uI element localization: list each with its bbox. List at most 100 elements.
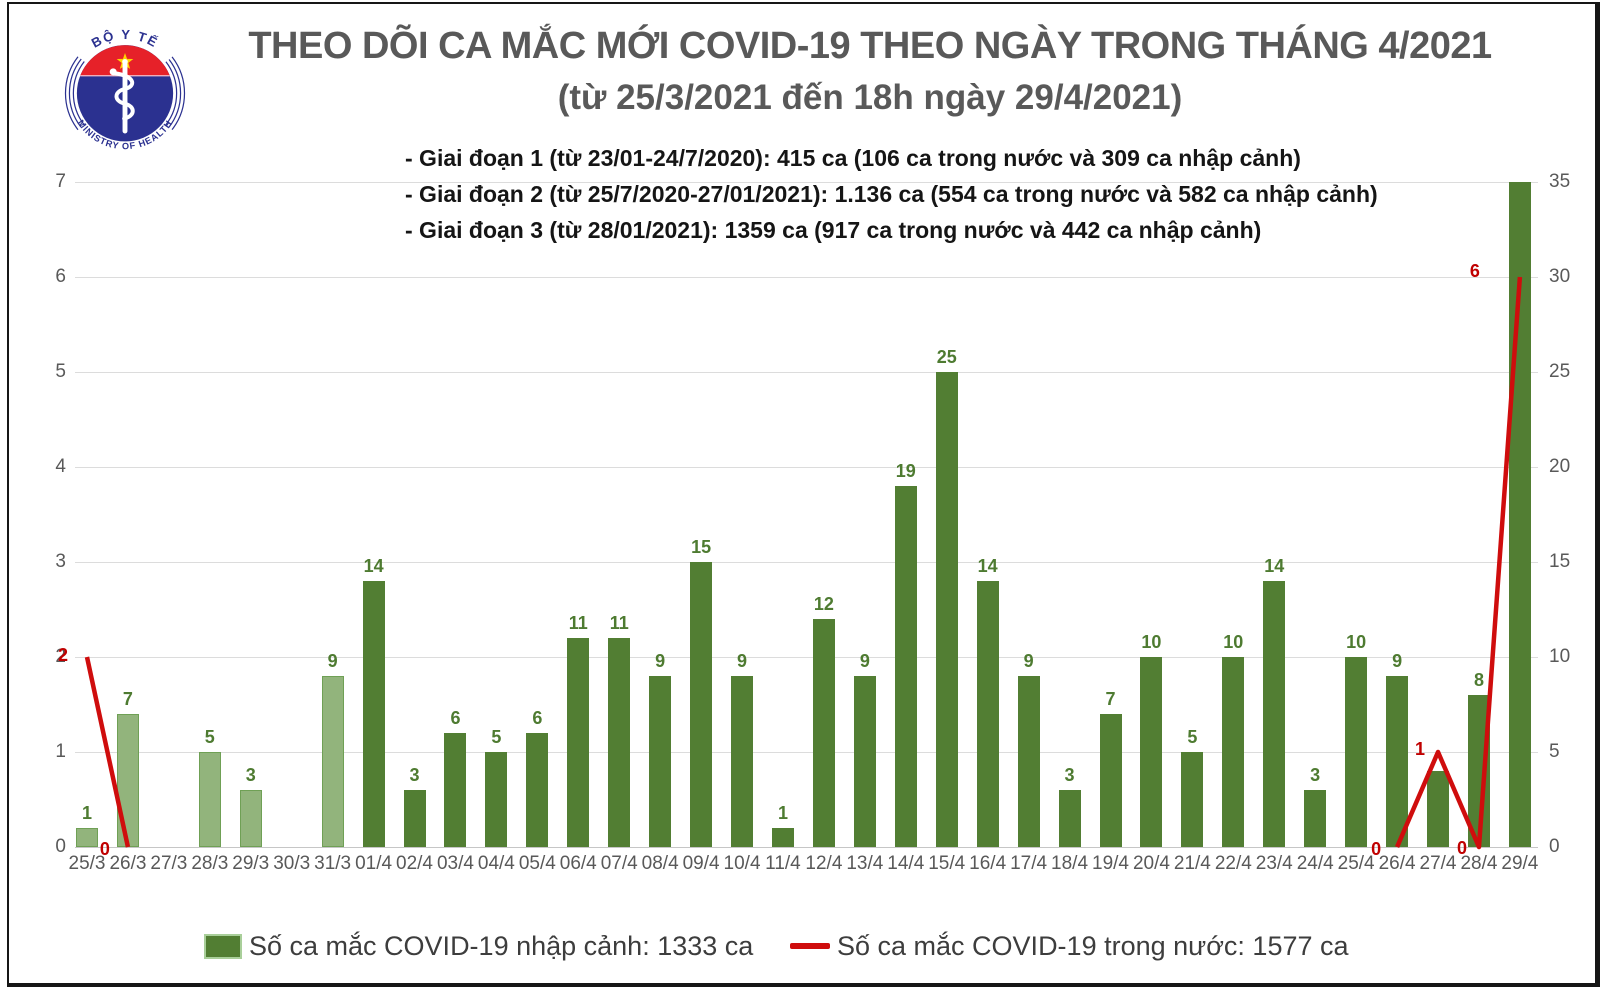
bar: [1099, 714, 1122, 847]
bar-value-label: 7: [1105, 689, 1116, 709]
legend-imported-label: Số ca mắc COVID-19 nhập cảnh: 1333 ca: [249, 930, 754, 961]
bar-value-label: 14: [1264, 556, 1285, 576]
bar-value-label: 3: [409, 765, 420, 785]
x-tick-label: 26/3: [109, 853, 147, 874]
bar: [1222, 657, 1245, 847]
bar: [1140, 657, 1163, 847]
bar: [976, 581, 999, 847]
bar: [239, 790, 262, 847]
line-value-label: 0: [1371, 839, 1382, 859]
y-tick-label-right: 5: [1549, 741, 1560, 762]
bar-value-label: 5: [491, 727, 502, 747]
y-tick-label-right: 15: [1549, 551, 1571, 572]
x-tick-label: 25/3: [68, 853, 106, 874]
y-tick-label-left: 0: [55, 836, 66, 857]
x-tick-label: 03/4: [436, 853, 474, 874]
legend-item-imported: Số ca mắc COVID-19 nhập cảnh: 1333 ca: [206, 926, 753, 966]
gridline: [75, 467, 1538, 468]
bar-value-label: 6: [450, 708, 461, 728]
x-tick-label: 22/4: [1214, 853, 1252, 874]
bar: [649, 676, 672, 847]
gridline: [75, 182, 1538, 183]
x-tick-label: 20/4: [1132, 853, 1170, 874]
bar-value-label: 3: [245, 765, 256, 785]
x-tick-label: 29/3: [232, 853, 270, 874]
bar-value-label: 1: [81, 803, 92, 823]
bar-value-label: 8: [1473, 670, 1484, 690]
gridline: [75, 372, 1538, 373]
y-tick-label-right: 0: [1549, 836, 1560, 857]
bar-value-label: 15: [691, 537, 712, 557]
x-tick-label: 02/4: [396, 853, 433, 874]
page-title: THEO DÕI CA MẮC MỚI COVID-19 THEO NGÀY T…: [248, 25, 1492, 67]
gridline: [75, 752, 1538, 753]
bar: [362, 581, 385, 847]
x-tick-label: 05/4: [518, 853, 556, 874]
bar: [444, 733, 467, 847]
x-tick-label: 14/4: [887, 853, 925, 874]
bar-value-label: 10: [1346, 632, 1367, 652]
bar: [1427, 771, 1450, 847]
bar-value-label: 9: [327, 651, 338, 671]
bar: [812, 619, 835, 847]
bar-value-label: 7: [122, 689, 133, 709]
bar-value-label: 9: [1023, 651, 1034, 671]
bar-value-label: 3: [1310, 765, 1321, 785]
logo-decorative-arcs: [64, 33, 186, 154]
x-tick-label: 31/3: [314, 853, 352, 874]
x-tick-label: 13/4: [846, 853, 884, 874]
x-tick-label: 30/3: [273, 853, 311, 874]
bar: [608, 638, 631, 847]
bar: [690, 562, 713, 847]
y-tick-label-left: 2: [55, 646, 66, 667]
bar: [853, 676, 876, 847]
x-tick-label: 26/4: [1378, 853, 1416, 874]
legend-bar-swatch-icon: [206, 935, 240, 957]
x-tick-label: 15/4: [928, 853, 966, 874]
x-tick-label: 12/4: [805, 853, 843, 874]
x-tick-label: 17/4: [1010, 853, 1048, 874]
gridline: [75, 277, 1538, 278]
bar-value-label: 25: [936, 347, 957, 367]
bar-value-label: 6: [532, 708, 543, 728]
x-tick-label: 16/4: [969, 853, 1007, 874]
bar: [1345, 657, 1368, 847]
bar: [1181, 752, 1204, 847]
x-tick-label: 11/4: [765, 853, 801, 874]
x-tick-label: 06/4: [559, 853, 597, 874]
bar: [894, 486, 917, 847]
x-tick-label: 28/4: [1460, 853, 1498, 874]
bar-value-label: 1: [777, 803, 788, 823]
bar: [731, 676, 754, 847]
bar-value-label: 14: [363, 556, 384, 576]
bar-value-label: 9: [859, 651, 870, 671]
y-tick-label-left: 4: [55, 456, 66, 477]
bar: [567, 638, 590, 847]
line-value-label: 1: [1415, 739, 1426, 759]
bar-value-label: 11: [568, 613, 588, 633]
x-tick-label: 04/4: [477, 853, 515, 874]
y-tick-label-left: 5: [55, 361, 66, 382]
bar-value-label: 10: [1223, 632, 1244, 652]
bar: [771, 828, 794, 847]
y-tick-label-right: 10: [1549, 646, 1571, 667]
y-tick-label-right: 20: [1549, 456, 1571, 477]
x-tick-label: 18/4: [1051, 853, 1089, 874]
y-tick-label-left: 7: [55, 171, 66, 192]
bar: [1467, 695, 1490, 847]
bar: [403, 790, 426, 847]
bar-value-label: 12: [813, 594, 834, 614]
x-tick-label: 21/4: [1173, 853, 1211, 874]
svg-text:BỘ Y TẾ: BỘ Y TẾ: [89, 27, 161, 51]
bar: [321, 676, 344, 847]
x-tick-label: 25/4: [1337, 853, 1375, 874]
gridline: [75, 562, 1538, 563]
title-block: THEO DÕI CA MẮC MỚI COVID-19 THEO NGÀY T…: [200, 24, 1540, 118]
bar: [1508, 182, 1531, 847]
bar: [198, 752, 221, 847]
gridline: [75, 657, 1538, 658]
bar-value-label: 9: [1392, 651, 1403, 671]
bar-value-label: 9: [737, 651, 748, 671]
legend-line-swatch-icon: [790, 943, 830, 949]
